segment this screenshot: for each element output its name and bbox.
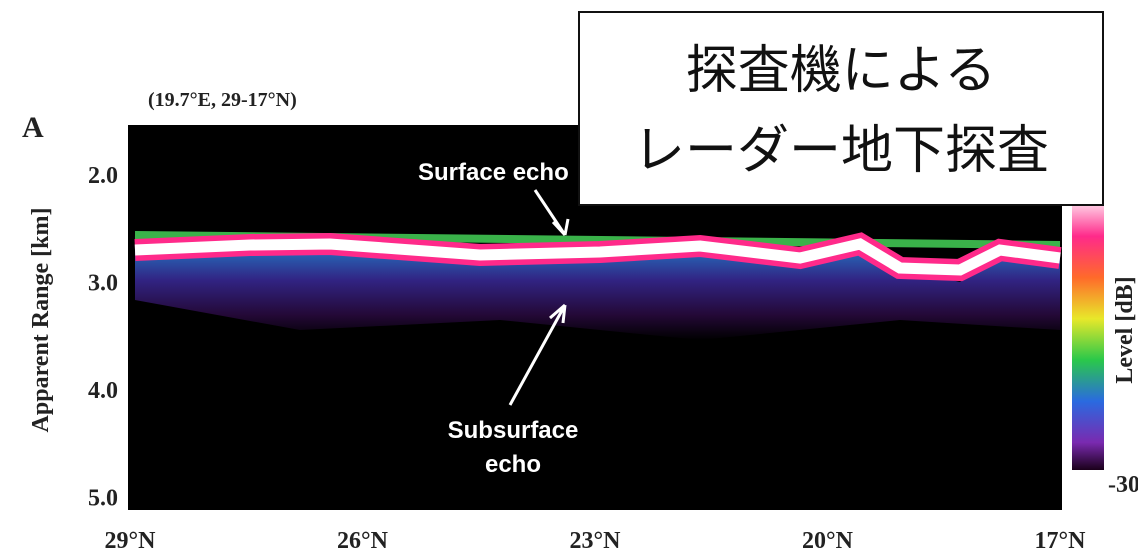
annotation: Surface echo (418, 159, 569, 186)
figure: A (19.7°E, 29-17°N) Apparent Range [km] … (0, 0, 1138, 557)
colorbar (1072, 195, 1104, 470)
annotation: echo (485, 451, 541, 478)
x-tick-label: 17°N (1035, 528, 1087, 554)
location: (19.7°E, 29-17°N) (148, 89, 297, 111)
overlay-line: 探査機による (686, 41, 996, 101)
page: A (19.7°E, 29-17°N) Apparent Range [km] … (0, 0, 1138, 557)
colorbar-min: -30 (1108, 472, 1138, 498)
x-tick-label: 23°N (570, 528, 622, 554)
colorbar-label: Level [dB] (1112, 276, 1138, 383)
annotation: Subsurface (448, 417, 579, 444)
y-tick-label: 4.0 (88, 378, 118, 404)
x-tick-label: 20°N (802, 528, 854, 554)
x-tick-label: 26°N (337, 528, 389, 554)
y-tick-label: 3.0 (88, 271, 118, 297)
x-tick-label: 29°N (105, 528, 157, 554)
y-tick-label: 2.0 (88, 163, 118, 189)
panel-label: A (22, 111, 44, 144)
y-tick-label: 5.0 (88, 486, 118, 512)
y-axis-label: Apparent Range [km] (28, 208, 54, 433)
overlay-line: レーダー地下探査 (633, 121, 1049, 181)
